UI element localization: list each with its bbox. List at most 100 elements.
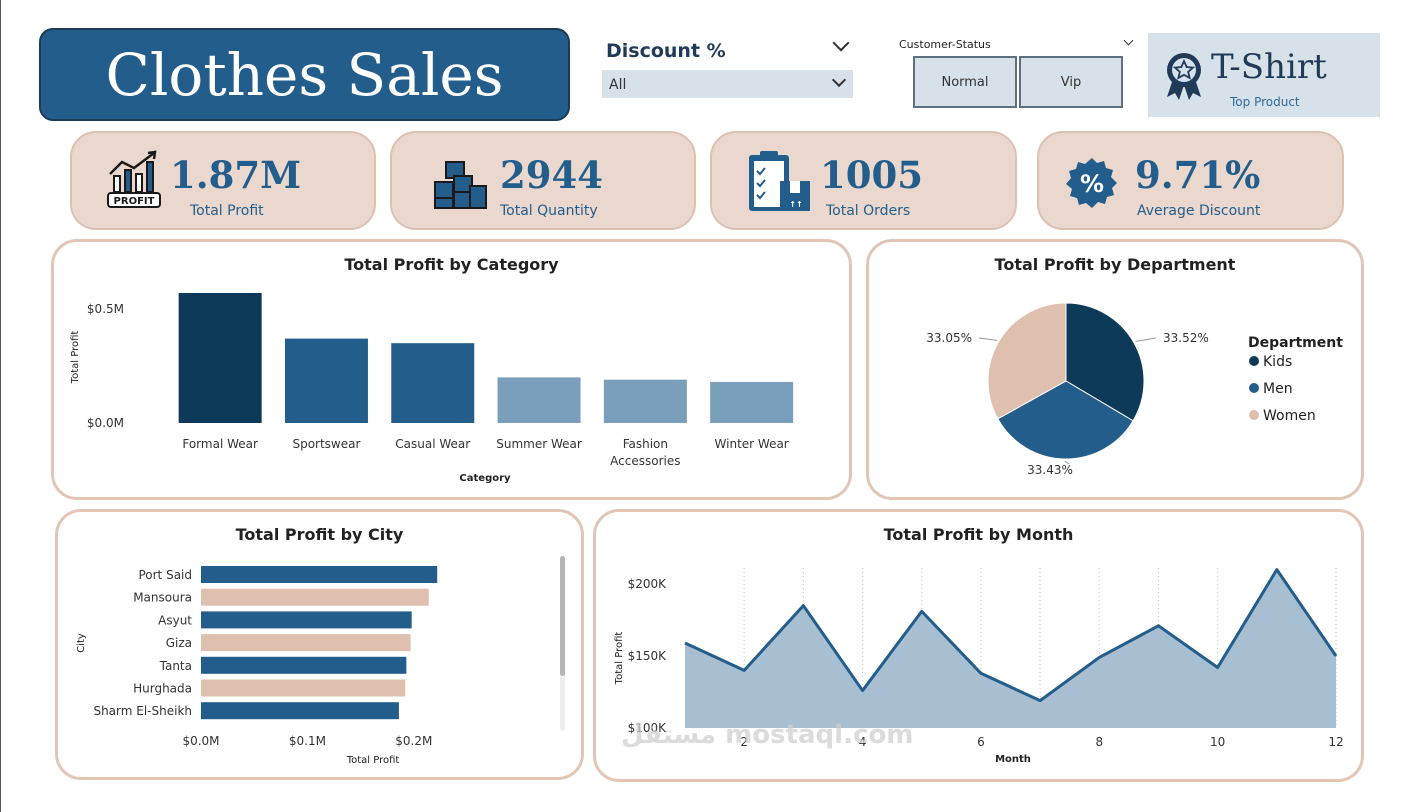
leader-line [978,337,998,341]
y-axis-label: City [76,633,87,653]
kpi-total-orders: ↑↑ 1005 Total Orders [710,131,1017,230]
customer-status-normal-button[interactable]: Normal [913,56,1017,108]
chevron-down-icon[interactable] [1123,35,1134,46]
x-tick-label: 4 [859,735,867,749]
boxes-icon [434,161,487,209]
x-tick-label: $0.1M [289,734,326,748]
top-product-label: Top Product [1230,95,1300,109]
y-tick-label: $200K [628,577,668,591]
x-axis-label: Category [459,473,511,484]
chevron-down-icon [831,72,847,88]
customer-status-vip-button[interactable]: Vip [1019,56,1123,108]
discount-dropdown[interactable]: All [602,70,853,98]
kpi-label: Total Orders [826,203,911,219]
discount-selected-value: All [609,77,627,93]
bar [710,381,794,423]
legend-marker [1249,410,1259,420]
y-axis-label: Total Profit [614,632,625,686]
slice-data-label: 33.05% [926,331,972,345]
kpi-label: Average Discount [1137,203,1261,219]
y-tick-label: Mansoura [133,591,192,605]
bar [201,566,438,583]
y-tick-label: $0.0M [87,416,124,430]
series-line [684,568,1338,703]
leader-line [1135,337,1157,342]
pie-slice [987,302,1067,420]
y-tick-label: $0.5M [87,302,124,316]
kpi-label: Total Profit [190,203,264,219]
x-tick-label: 6 [977,735,985,749]
category-chart-panel: Total Profit by Category $0.0M $0.5M Total… [51,239,852,500]
chevron-down-icon[interactable] [832,34,850,52]
legend-marker [1249,383,1259,393]
y-tick-label: Giza [166,636,192,650]
kpi-value: 1005 [820,153,923,197]
kpi-value: 2944 [500,153,603,197]
dashboard-title: Clothes Sales [105,40,504,109]
legend-marker [1249,356,1259,366]
bar [201,679,406,697]
slice-data-label: 33.43% [1027,463,1073,477]
order-clipboard-icon: ↑↑ [749,151,810,211]
bar [201,611,412,629]
x-tick-label: Casual Wear [395,437,470,451]
y-tick-label: $150K [628,649,668,663]
discount-slicer-title: Discount % [606,40,726,62]
month-area-chart: $100K $150K $200K 2 4 6 8 10 12 Month Total Profit [614,568,1344,765]
chart-title: Total Profit by Department [994,255,1236,274]
x-tick-label: $0.2M [395,734,432,748]
bar [497,377,581,423]
category-bar-chart: $0.0M $0.5M Total Profit Formal Wear Sportsw… [70,293,794,484]
y-tick-label: $100K [628,721,668,735]
svg-text:↑↑: ↑↑ [789,200,802,209]
x-tick-label: 10 [1210,735,1225,749]
city-bar-chart: Port Said Mansoura Asyut Giza Tanta Hurghada S… [76,556,565,766]
profit-chart-icon: PROFIT [107,150,161,208]
kpi-value: 1.87M [170,153,302,197]
scrollbar-thumb[interactable] [560,556,565,676]
kpi-total-profit: PROFIT 1.87M Total Profit [70,131,376,230]
y-tick-label: Hurghada [133,682,192,696]
x-tick-label: 2 [740,735,748,749]
legend-label: Men [1263,381,1293,397]
kpi-total-quantity: 2944 Total Quantity [390,131,696,230]
svg-text:PROFIT: PROFIT [114,196,155,207]
x-tick-label: 8 [1095,735,1103,749]
y-axis-label: Total Profit [70,331,81,385]
bar [391,343,475,423]
bar [284,338,368,423]
y-tick-label: Tanta [159,659,192,673]
x-tick-label: Formal Wear [182,437,258,451]
city-chart-panel: Total Profit by City Port Said Mansoura As… [55,509,584,780]
area-fill [685,569,1336,728]
x-axis-label: Total Profit [346,755,400,766]
award-icon [1167,53,1201,100]
top-product-card: T-Shirt Top Product [1148,33,1380,117]
customer-status-title: Customer-Status [899,38,991,51]
bar [201,634,411,652]
kpi-label: Total Quantity [500,203,598,219]
kpi-average-discount: % 9.71% Average Discount [1037,131,1344,230]
bar [178,293,262,423]
x-tick-label: Fashion Accessories [610,437,680,468]
kpi-value: 9.71% [1135,153,1261,197]
chart-title: Total Profit by City [235,525,404,544]
dashboard-title-box: Clothes Sales [39,28,570,121]
bar [603,379,687,423]
legend-label: Women [1263,408,1316,424]
top-product-name: T-Shirt [1211,47,1327,87]
y-tick-label: Port Said [138,568,192,582]
chart-title: Total Profit by Month [883,525,1074,544]
bar [201,588,429,606]
x-tick-label: Sportswear [292,437,360,451]
percent-badge-icon: % [1066,158,1117,208]
month-chart-panel: Total Profit by Month $100K $150K $200K 2 4 6… [593,509,1364,782]
x-tick-label: Winter Wear [715,437,789,451]
legend-title: Department [1248,335,1343,351]
legend-label: Kids [1263,354,1292,370]
watermark: مستقل mostaql.com [621,720,914,750]
x-axis-label: Month [995,754,1031,765]
department-chart-panel: Total Profit by Department 33.52% 33.43% 3… [866,239,1364,500]
x-tick-label: 12 [1328,735,1343,749]
bar [201,702,399,720]
